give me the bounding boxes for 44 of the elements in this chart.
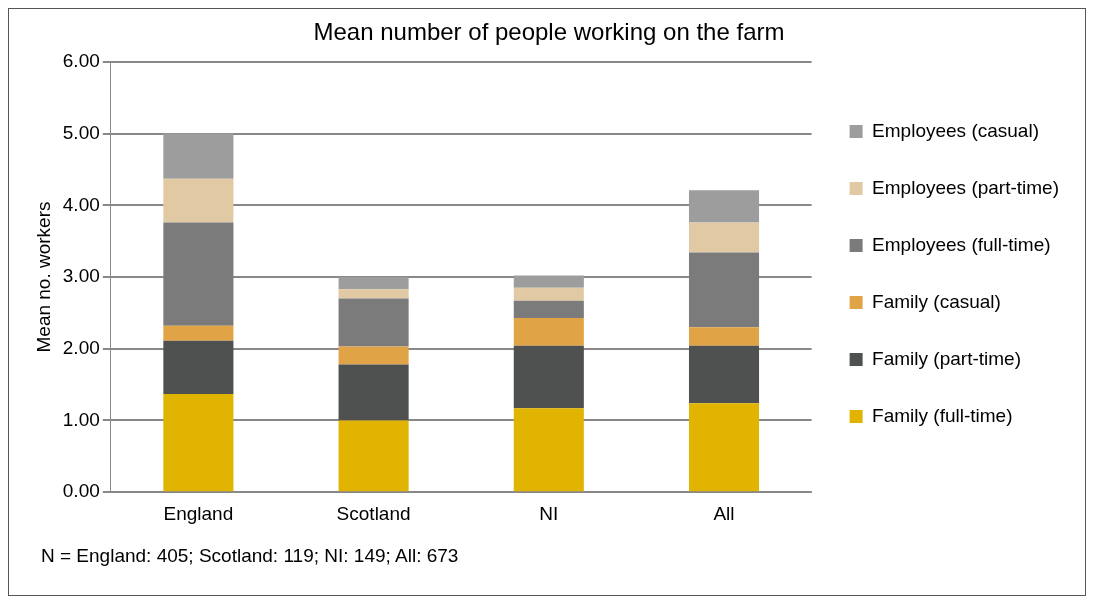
y-tick-label: 4.00	[62, 193, 100, 215]
legend-label: Employees (casual)	[872, 119, 1039, 141]
y-tick-label: 1.00	[62, 408, 100, 430]
bar	[163, 393, 234, 492]
bar	[513, 408, 584, 492]
y-tick-label: 3.00	[62, 265, 100, 287]
legend-label: Employees (full-time)	[872, 233, 1051, 255]
legend-label: Family (full-time)	[872, 404, 1013, 426]
bar	[513, 275, 584, 288]
y-tick-label: 5.00	[62, 121, 100, 143]
bar	[688, 252, 760, 328]
bar	[513, 300, 584, 318]
bar	[688, 403, 760, 492]
bar	[338, 420, 409, 492]
y-tick-label: 6.00	[62, 50, 100, 72]
legend-label: Family (part-time)	[872, 347, 1021, 369]
bar	[163, 178, 234, 223]
bar	[338, 289, 409, 299]
bar	[163, 222, 234, 326]
bar	[338, 346, 409, 365]
bar	[338, 277, 409, 290]
bar	[513, 287, 584, 301]
bar	[163, 133, 234, 179]
bar	[688, 222, 760, 253]
y-tick-label: 2.00	[62, 336, 100, 358]
x-tick-label: NI	[539, 502, 559, 524]
y-axis-title: Mean no. workers	[32, 201, 54, 353]
bar	[338, 364, 409, 421]
x-tick-label: Scotland	[336, 502, 411, 524]
bar	[338, 298, 409, 347]
legend-label: Employees (part-time)	[872, 176, 1060, 198]
bar	[688, 327, 760, 346]
y-tick-label: 0.00	[62, 480, 100, 502]
bar	[163, 325, 234, 341]
bar	[163, 340, 234, 394]
x-tick-label: England	[163, 502, 234, 524]
bar	[513, 317, 584, 346]
legend-label: Family (casual)	[872, 290, 1001, 312]
bar	[688, 190, 760, 223]
chart-title: Mean number of people working on the farm	[313, 18, 785, 46]
bar	[688, 345, 760, 404]
bar	[513, 345, 584, 409]
text: N = England: 405; Scotland: 119; NI: 149; All: 673	[41, 545, 459, 567]
x-tick-label: All	[713, 502, 735, 524]
